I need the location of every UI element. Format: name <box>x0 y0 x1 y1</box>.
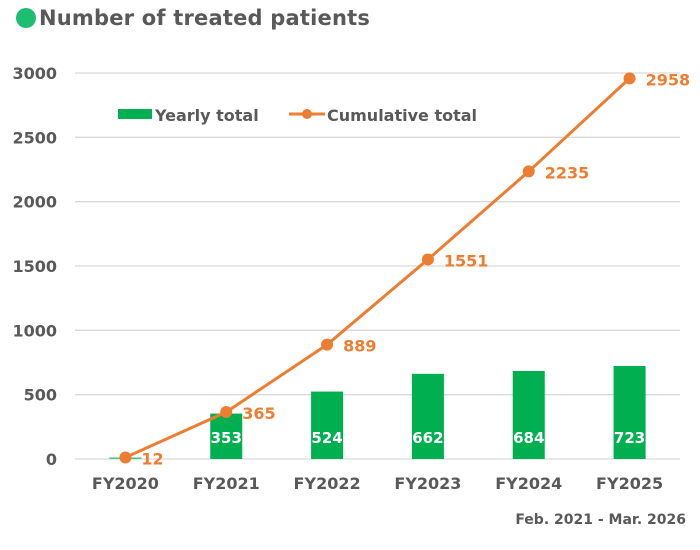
legend-marker-icon <box>302 109 312 119</box>
y-tick-label: 2000 <box>12 193 57 212</box>
x-axis-labels: FY2020 FY2021 FY2022 FY2023 FY2024 FY2025 <box>92 474 663 493</box>
bar-value-label: 723 <box>614 429 645 447</box>
line-point <box>421 253 434 266</box>
bar-series-yearly-total: 353 524 662 684 723 <box>109 365 646 459</box>
bar-value-label: 524 <box>311 429 342 447</box>
line-value-label: 1551 <box>444 251 489 270</box>
bar <box>613 365 646 459</box>
line-point <box>220 406 233 419</box>
x-tick-label: FY2023 <box>394 474 461 493</box>
line-point <box>119 451 132 464</box>
gridlines <box>75 72 680 460</box>
y-tick-label: 1500 <box>12 257 57 276</box>
y-tick-label: 0 <box>46 450 57 469</box>
y-tick-label: 1000 <box>12 321 57 340</box>
line-point <box>321 338 334 351</box>
x-tick-label: FY2021 <box>193 474 260 493</box>
y-tick-label: 500 <box>24 386 57 405</box>
chart-title: Number of treated patients <box>16 6 370 30</box>
legend-bar-swatch-icon <box>118 109 152 119</box>
bar <box>210 413 243 459</box>
legend: Yearly total Cumulative total <box>118 106 477 125</box>
x-tick-label: FY2020 <box>92 474 159 493</box>
bar-value-label: 684 <box>513 429 544 447</box>
bar <box>411 373 444 459</box>
line-value-label: 365 <box>242 404 275 423</box>
bar-value-label: 662 <box>412 429 443 447</box>
y-tick-label: 3000 <box>12 64 57 83</box>
line-value-label: 889 <box>343 337 376 356</box>
line-value-label: 2235 <box>545 163 590 182</box>
y-axis-labels: 0 500 1000 1500 2000 2500 3000 <box>12 64 57 469</box>
x-tick-label: FY2024 <box>495 474 562 493</box>
bar <box>311 391 344 459</box>
line-point <box>623 72 636 85</box>
legend-label-yearly: Yearly total <box>154 106 259 125</box>
chart-title-text: Number of treated patients <box>39 6 371 30</box>
line-series-cumulative-total: 12 365 889 1551 2235 2958 <box>119 70 690 468</box>
x-tick-label: FY2025 <box>596 474 663 493</box>
date-range-note: Feb. 2021 - Mar. 2026 <box>515 512 686 528</box>
line-value-label: 2958 <box>646 70 691 89</box>
cumulative-line <box>124 77 631 459</box>
bar-value-label: 353 <box>211 429 242 447</box>
bar <box>512 370 545 459</box>
title-bullet-icon <box>16 8 36 28</box>
line-point <box>522 165 535 178</box>
y-tick-label: 2500 <box>12 128 57 147</box>
line-value-label: 12 <box>141 449 163 468</box>
x-tick-label: FY2022 <box>294 474 361 493</box>
legend-label-cumulative: Cumulative total <box>327 106 477 125</box>
